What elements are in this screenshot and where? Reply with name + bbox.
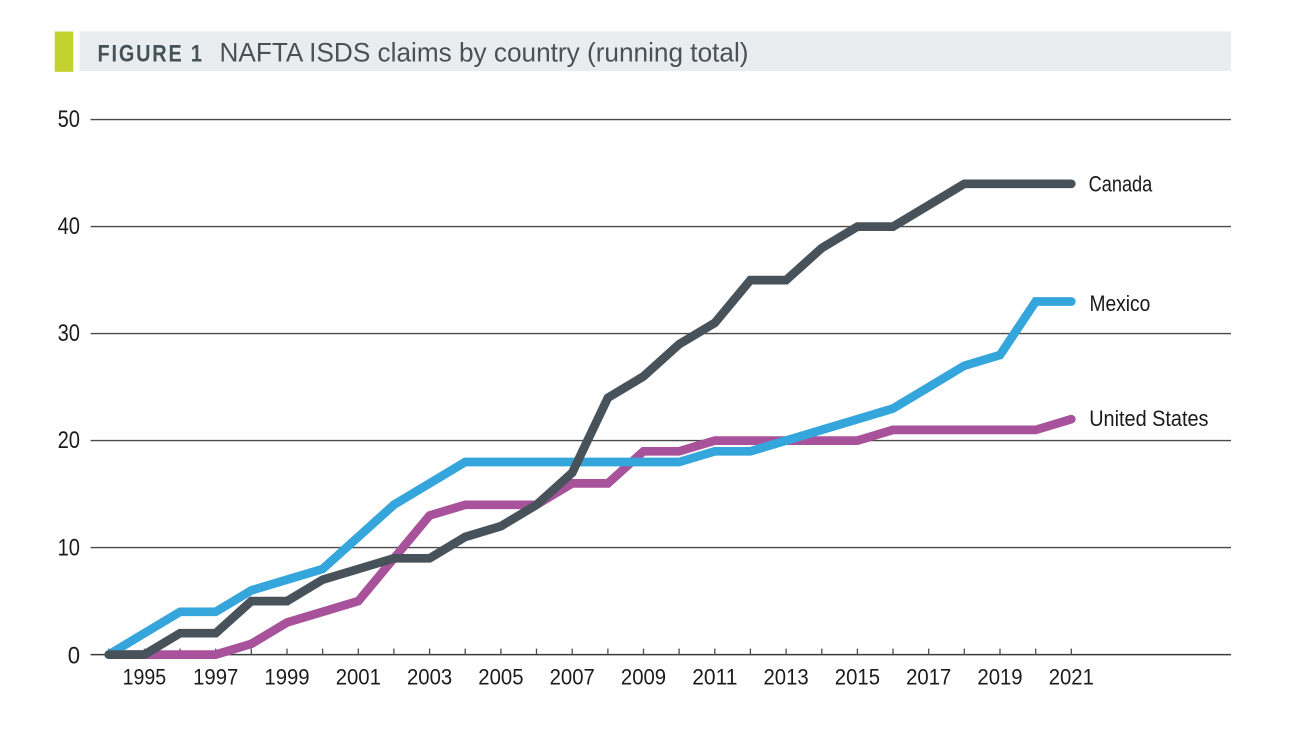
svg-text:2013: 2013 [764,664,809,689]
svg-text:10: 10 [58,534,80,561]
svg-text:2015: 2015 [835,664,880,689]
svg-text:2009: 2009 [621,664,666,689]
svg-text:2003: 2003 [407,664,452,689]
svg-text:Mexico: Mexico [1090,291,1151,316]
svg-text:2007: 2007 [550,664,595,689]
svg-text:NAFTA ISDS claims by country (: NAFTA ISDS claims by country (running to… [220,37,749,67]
svg-text:United States: United States [1089,406,1208,431]
svg-text:1999: 1999 [264,664,309,689]
svg-text:50: 50 [58,106,80,133]
svg-text:1995: 1995 [123,664,167,689]
svg-text:FIGURE 1: FIGURE 1 [98,40,204,67]
svg-text:40: 40 [58,213,80,240]
svg-text:2021: 2021 [1049,664,1094,689]
svg-text:30: 30 [58,320,80,347]
svg-text:20: 20 [58,427,80,454]
svg-text:Canada: Canada [1089,172,1153,197]
svg-text:0: 0 [68,643,80,670]
svg-text:2005: 2005 [478,664,523,689]
svg-text:2019: 2019 [977,664,1022,689]
svg-text:1997: 1997 [193,664,238,689]
svg-text:2011: 2011 [692,664,737,689]
svg-text:2017: 2017 [906,664,951,689]
svg-text:2001: 2001 [336,664,381,689]
